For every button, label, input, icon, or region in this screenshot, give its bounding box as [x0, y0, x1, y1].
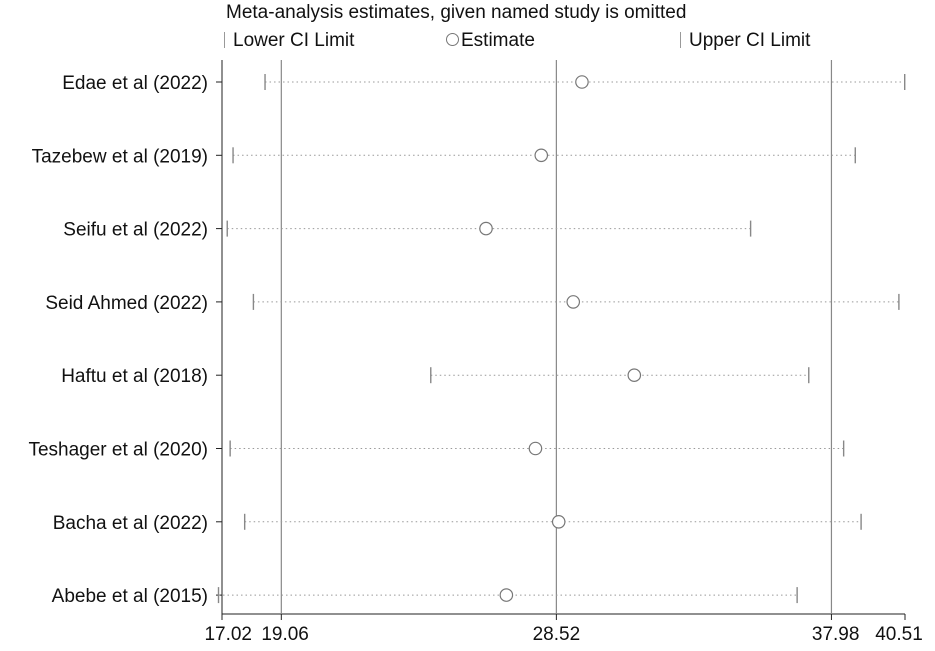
study-label: Teshager et al (2020): [28, 440, 208, 461]
legend-lower-ci-label: Lower CI Limit: [233, 30, 355, 51]
estimate-point: [566, 295, 581, 309]
study-label: Haftu et al (2018): [61, 366, 208, 387]
estimate-circle-icon: [446, 33, 459, 46]
study-label: Tazebew et al (2019): [32, 146, 208, 167]
study-label: Abebe et al (2015): [52, 586, 208, 607]
study-label: Edae et al (2022): [62, 73, 208, 94]
estimate-point: [499, 588, 514, 602]
x-tick-label: 40.51: [875, 624, 923, 645]
legend: Lower CI Limit Estimate Upper CI Limit: [0, 30, 935, 54]
estimate-point: [575, 75, 589, 89]
legend-upper-ci-label: Upper CI Limit: [689, 30, 811, 51]
x-tick-label: 19.06: [261, 624, 309, 645]
study-label: Seifu et al (2022): [63, 220, 208, 241]
legend-lower-ci: Lower CI Limit: [224, 30, 354, 52]
estimate-point: [551, 514, 566, 529]
chart-title: Meta-analysis estimates, given named stu…: [226, 2, 687, 23]
legend-estimate: Estimate: [446, 30, 535, 52]
legend-estimate-label: Estimate: [461, 30, 535, 51]
x-tick-label: 28.52: [533, 624, 581, 645]
estimate-point: [479, 221, 493, 236]
lower-ci-marker-icon: [224, 32, 225, 48]
study-label: Seid Ahmed (2022): [45, 293, 208, 314]
estimate-point: [534, 148, 549, 163]
x-tick-label: 17.02: [204, 624, 252, 645]
study-label: Bacha et al (2022): [53, 513, 208, 534]
upper-ci-marker-icon: [680, 32, 681, 48]
estimate-point: [627, 368, 642, 382]
estimate-point: [528, 441, 543, 456]
x-tick-label: 37.98: [812, 624, 860, 645]
legend-upper-ci: Upper CI Limit: [680, 30, 810, 52]
